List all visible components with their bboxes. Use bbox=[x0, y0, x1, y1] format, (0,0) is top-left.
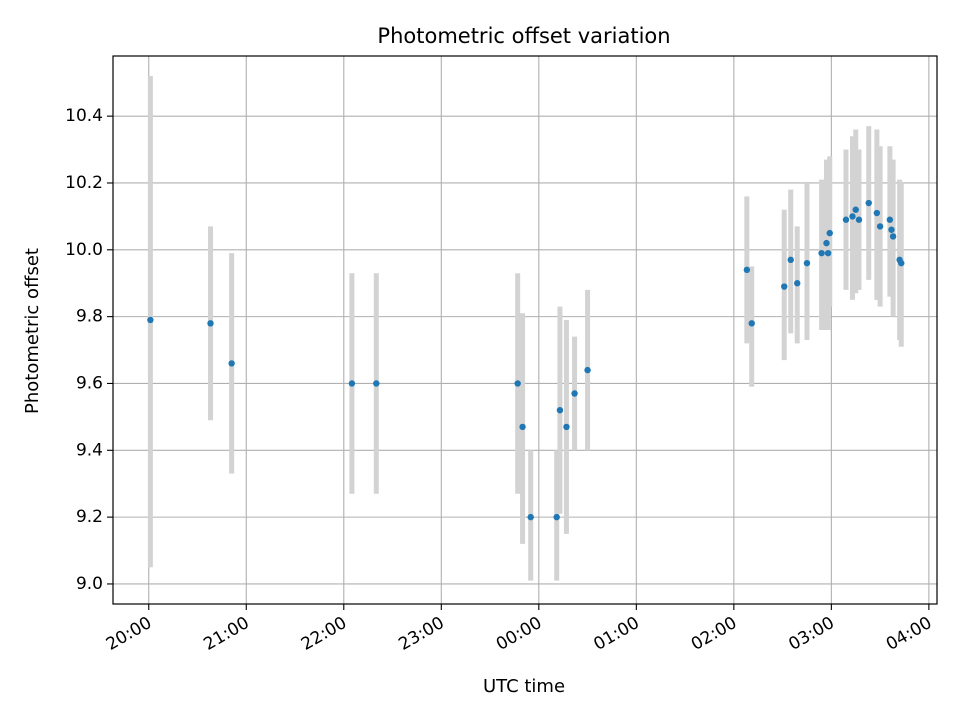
data-point bbox=[889, 233, 897, 240]
data-point bbox=[818, 249, 825, 257]
data-point bbox=[556, 406, 564, 414]
data-point bbox=[826, 229, 833, 237]
y-tick-label: 9.2 bbox=[76, 507, 103, 527]
data-point bbox=[787, 256, 794, 264]
data-point bbox=[849, 213, 856, 220]
y-tick-label: 9.6 bbox=[76, 373, 103, 393]
data-point bbox=[228, 360, 235, 367]
y-tick-label: 10.2 bbox=[65, 173, 103, 193]
data-point bbox=[823, 239, 830, 247]
data-point bbox=[824, 249, 832, 257]
y-tick-label: 9.8 bbox=[76, 307, 103, 327]
y-tick-label: 10.4 bbox=[65, 106, 103, 126]
data-point bbox=[743, 266, 751, 274]
data-points bbox=[147, 199, 905, 521]
data-point bbox=[876, 223, 884, 230]
y-tick-label: 10.0 bbox=[65, 240, 103, 260]
data-point bbox=[873, 209, 881, 217]
data-point bbox=[865, 199, 872, 207]
data-point bbox=[886, 216, 894, 223]
data-point bbox=[571, 390, 578, 397]
data-point bbox=[852, 206, 859, 213]
plot-frame bbox=[112, 55, 938, 605]
chart-title: Photometric offset variation bbox=[377, 24, 670, 48]
data-point bbox=[898, 259, 905, 267]
data-point bbox=[207, 320, 214, 327]
data-point bbox=[348, 380, 356, 387]
y-axis-label: Photometric offset bbox=[22, 248, 43, 414]
data-point bbox=[514, 380, 521, 387]
data-point bbox=[553, 513, 560, 521]
data-point bbox=[563, 423, 570, 431]
data-point bbox=[748, 320, 755, 327]
x-axis-label: UTC time bbox=[483, 676, 565, 697]
data-point bbox=[888, 226, 895, 233]
data-point bbox=[781, 283, 788, 290]
data-point bbox=[519, 423, 526, 431]
data-point bbox=[855, 216, 863, 223]
data-point bbox=[803, 259, 811, 267]
y-tick-label: 9.0 bbox=[76, 574, 103, 594]
data-point bbox=[794, 280, 801, 287]
data-point bbox=[584, 366, 591, 374]
y-tick-label: 9.4 bbox=[76, 440, 103, 460]
data-point bbox=[373, 380, 380, 387]
data-point bbox=[147, 316, 154, 324]
data-point bbox=[842, 216, 850, 223]
data-point bbox=[527, 513, 534, 521]
